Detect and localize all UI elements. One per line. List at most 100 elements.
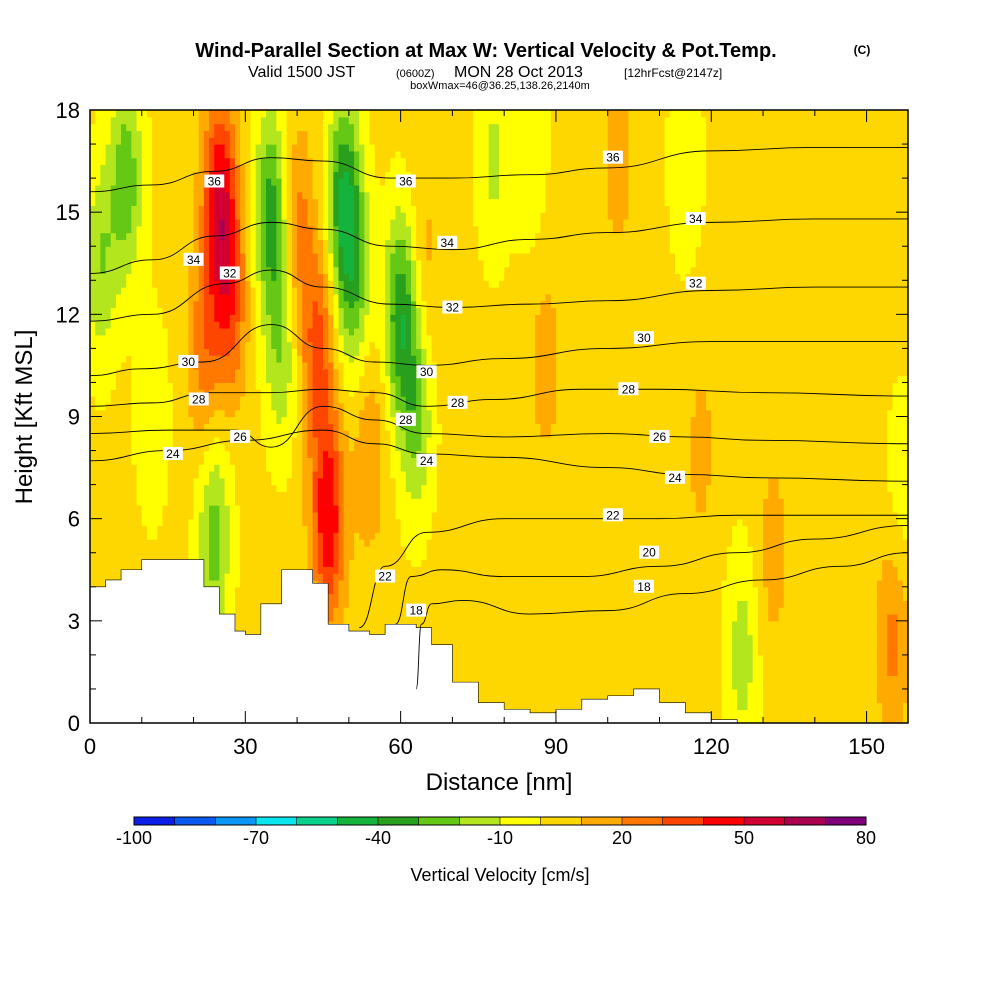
velocity-cell <box>307 511 314 520</box>
velocity-cell <box>322 566 329 574</box>
velocity-cell <box>338 307 345 315</box>
velocity-cell <box>229 484 236 493</box>
velocity-cell <box>183 334 189 343</box>
velocity-cell <box>271 491 277 499</box>
velocity-cell <box>167 191 174 200</box>
velocity-cell <box>343 314 350 322</box>
velocity-cell <box>146 409 153 418</box>
velocity-cell <box>167 232 174 241</box>
velocity-cell <box>157 464 164 472</box>
velocity-cell <box>152 266 158 275</box>
velocity-cell <box>369 620 376 629</box>
velocity-cell <box>146 498 153 506</box>
velocity-cell <box>322 280 329 288</box>
velocity-cell <box>374 620 381 629</box>
velocity-cell <box>302 457 309 465</box>
velocity-cell <box>348 314 355 322</box>
velocity-cell <box>286 205 293 213</box>
velocity-cell <box>198 212 205 220</box>
velocity-cell <box>354 212 360 220</box>
velocity-cell <box>234 137 241 145</box>
velocity-cell <box>291 334 298 343</box>
velocity-cell <box>374 532 381 540</box>
velocity-cell <box>364 477 371 486</box>
velocity-cell <box>312 191 319 200</box>
velocity-cell <box>219 293 226 302</box>
velocity-cell <box>374 586 381 595</box>
velocity-cell <box>245 259 252 268</box>
velocity-cell <box>359 293 365 302</box>
velocity-cell <box>245 382 252 390</box>
velocity-cell <box>359 539 365 547</box>
velocity-cell <box>172 130 179 138</box>
velocity-cell <box>136 382 143 390</box>
velocity-cell <box>281 225 288 234</box>
velocity-cell <box>281 341 288 349</box>
velocity-cell <box>219 498 226 506</box>
velocity-cell <box>209 498 215 506</box>
velocity-cell <box>136 287 143 295</box>
velocity-cell <box>266 123 272 132</box>
velocity-cell <box>126 464 133 472</box>
velocity-cell <box>178 293 184 302</box>
velocity-cell <box>328 545 334 554</box>
velocity-cell <box>110 164 117 172</box>
velocity-cell <box>162 253 169 261</box>
velocity-cell <box>281 191 288 200</box>
velocity-cell <box>260 477 267 486</box>
velocity-cell <box>260 273 267 281</box>
velocity-cell <box>131 436 138 445</box>
velocity-cell <box>354 620 360 629</box>
velocity-cell <box>131 198 138 206</box>
velocity-cell <box>157 259 164 268</box>
velocity-cell <box>126 150 133 159</box>
velocity-cell <box>224 566 231 574</box>
velocity-cell <box>255 436 262 445</box>
velocity-cell <box>322 423 329 431</box>
velocity-cell <box>219 362 226 370</box>
velocity-cell <box>95 566 101 574</box>
velocity-cell <box>297 327 303 336</box>
velocity-cell <box>126 334 133 343</box>
velocity-cell <box>266 450 272 458</box>
velocity-cell <box>121 205 127 213</box>
velocity-cell <box>266 505 272 513</box>
velocity-cell <box>234 116 241 125</box>
velocity-cell <box>255 532 262 540</box>
velocity-cell <box>188 212 195 220</box>
velocity-cell <box>354 259 360 268</box>
velocity-cell <box>229 232 236 241</box>
velocity-cell <box>281 355 288 363</box>
velocity-cell <box>193 150 200 159</box>
velocity-cell <box>317 375 324 384</box>
velocity-cell <box>240 614 246 622</box>
velocity-cell <box>162 287 169 295</box>
velocity-cell <box>152 287 158 295</box>
velocity-cell <box>198 321 205 329</box>
velocity-cell <box>178 259 184 268</box>
velocity-cell <box>250 171 257 179</box>
velocity-cell <box>276 137 283 145</box>
velocity-cell <box>167 253 174 261</box>
velocity-cell <box>188 287 195 295</box>
velocity-cell <box>354 293 360 302</box>
velocity-cell <box>90 518 96 527</box>
velocity-cell <box>286 484 293 493</box>
velocity-cell <box>234 545 241 554</box>
velocity-cell <box>354 280 360 288</box>
velocity-cell <box>317 232 324 241</box>
velocity-cell <box>374 470 381 479</box>
velocity-cell <box>188 498 195 506</box>
velocity-cell <box>105 545 112 554</box>
velocity-cell <box>302 300 309 309</box>
velocity-cell <box>141 416 148 424</box>
velocity-cell <box>266 334 272 343</box>
velocity-cell <box>209 382 215 390</box>
velocity-cell <box>271 273 277 281</box>
velocity-cell <box>281 321 288 329</box>
velocity-cell <box>115 253 122 261</box>
velocity-cell <box>234 518 241 527</box>
velocity-cell <box>172 327 179 336</box>
velocity-cell <box>255 348 262 356</box>
velocity-cell <box>276 498 283 506</box>
